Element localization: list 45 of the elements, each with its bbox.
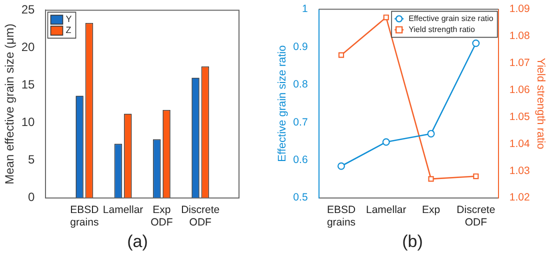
point xyxy=(427,130,435,138)
y-tick-label: 0.9 xyxy=(293,40,308,53)
y-tick-label: 1 xyxy=(302,3,308,16)
y-tick-label: 10 xyxy=(21,115,36,130)
point xyxy=(337,162,345,170)
point xyxy=(338,52,344,58)
point xyxy=(472,39,480,47)
x-tick-label: Lamellar xyxy=(366,204,407,216)
point xyxy=(473,173,479,180)
y2-tick-label: 1.09 xyxy=(509,3,530,16)
legend-label: Z xyxy=(66,25,72,36)
text: (a) xyxy=(126,232,149,252)
y-axis-title: Effective grain size ratio xyxy=(276,45,289,162)
x-tick-label: EBSD grains xyxy=(326,204,356,229)
y-tick-label: 20 xyxy=(21,40,36,54)
x-tick-label: Exp ODF xyxy=(150,204,173,229)
x-tick-label: Discrete ODF xyxy=(456,204,496,229)
text: (b) xyxy=(401,232,424,252)
y2-tick-label: 1.03 xyxy=(509,164,530,177)
x-tick-label: Discrete ODF xyxy=(181,204,220,229)
x-tick-label: Exp xyxy=(422,204,440,216)
legend-label: Y xyxy=(66,14,72,24)
legend-label: Yield strength ratio xyxy=(408,25,476,34)
y-tick-label: 25 xyxy=(21,2,36,17)
y2-tick-label: 1.06 xyxy=(509,84,530,96)
y2-axis-title: Yield strength ratio xyxy=(534,58,546,150)
y2-tick-label: 1.07 xyxy=(509,57,530,70)
y2-tick-label: 1.08 xyxy=(509,30,530,42)
y-tick-label: 0.7 xyxy=(293,116,308,128)
y-tick-label: 0.6 xyxy=(293,154,308,166)
y-tick-label: 0 xyxy=(28,190,36,204)
point xyxy=(383,14,389,20)
x-tick-label: EBSD grains xyxy=(70,204,100,229)
y-axis-title: Mean effective grain size (μm) xyxy=(2,24,17,184)
y2-tick-label: 1.05 xyxy=(509,110,530,123)
y-tick-label: 5 xyxy=(28,152,36,167)
y2-tick-label: 1.04 xyxy=(509,138,530,150)
x-tick-label: Lamellar xyxy=(102,204,144,216)
point xyxy=(382,138,390,146)
y-tick-label: 0.5 xyxy=(293,192,308,204)
y2-tick-label: 1.02 xyxy=(509,192,530,204)
y-tick-label: 15 xyxy=(21,78,36,92)
legend-label: Effective grain size ratio xyxy=(408,14,494,24)
y-tick-label: 0.8 xyxy=(293,78,308,91)
point xyxy=(428,176,434,182)
